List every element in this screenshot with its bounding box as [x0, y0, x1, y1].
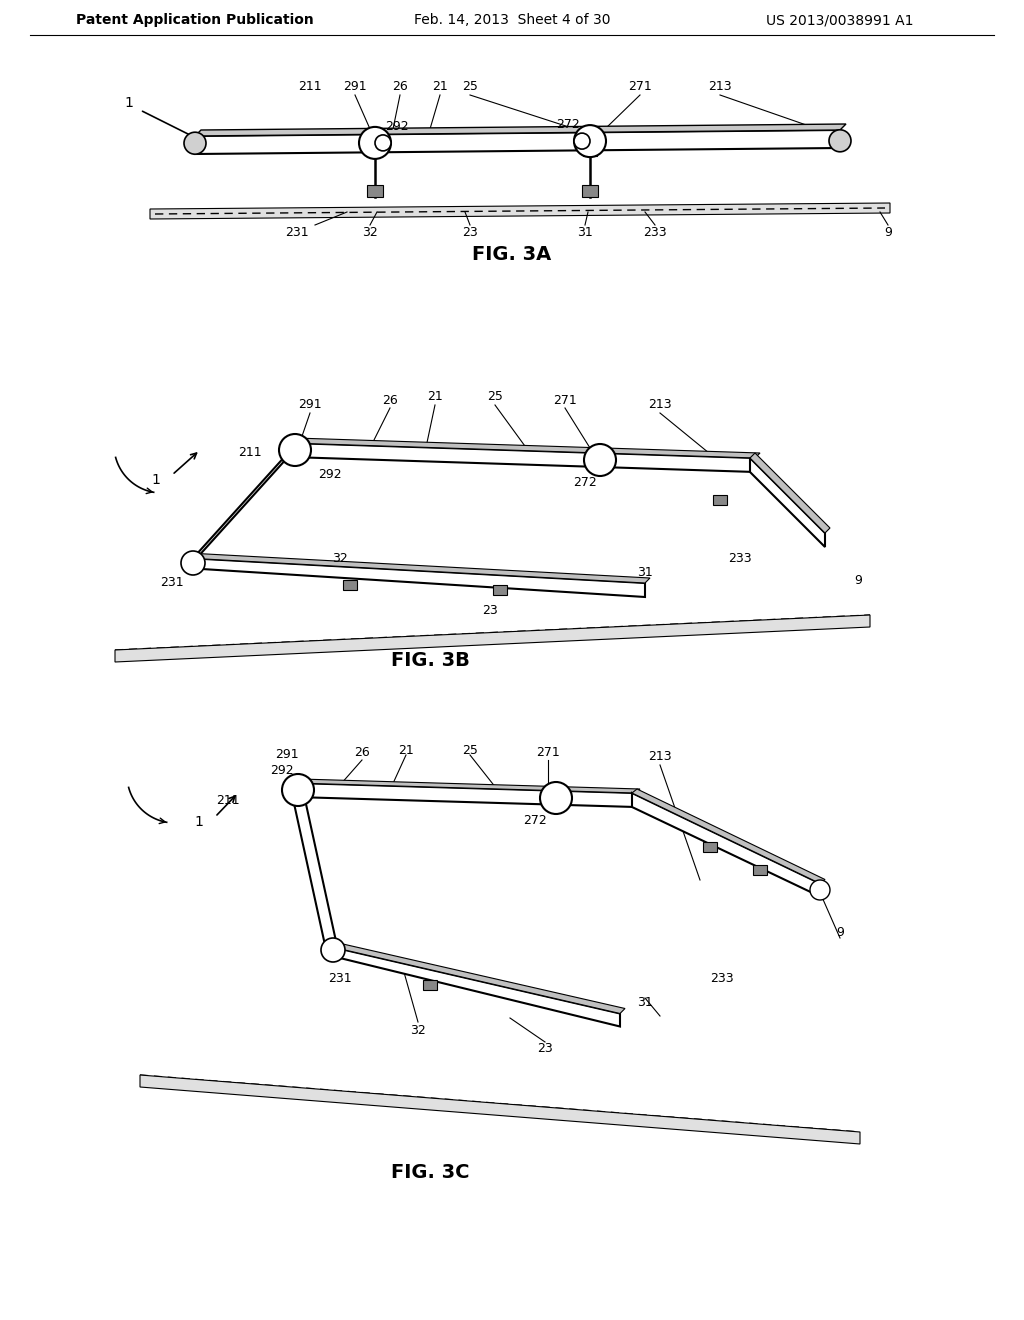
Polygon shape	[326, 941, 625, 1014]
Polygon shape	[713, 495, 727, 506]
Circle shape	[829, 129, 851, 152]
Text: 26: 26	[382, 393, 398, 407]
Text: FIG. 3B: FIG. 3B	[390, 651, 469, 669]
Polygon shape	[632, 789, 825, 883]
Circle shape	[359, 127, 391, 158]
Circle shape	[574, 133, 590, 149]
Text: 23: 23	[538, 1041, 553, 1055]
Text: 231: 231	[160, 576, 184, 589]
Polygon shape	[583, 147, 597, 156]
Text: 23: 23	[462, 227, 478, 239]
Polygon shape	[140, 1074, 860, 1144]
Circle shape	[321, 939, 345, 962]
Text: 1: 1	[152, 473, 160, 487]
Text: 32: 32	[362, 227, 378, 239]
Text: 291: 291	[343, 81, 367, 94]
Text: 32: 32	[411, 1023, 426, 1036]
Text: 272: 272	[573, 475, 597, 488]
Circle shape	[810, 880, 830, 900]
Circle shape	[584, 444, 616, 477]
Text: 9: 9	[884, 227, 892, 239]
Text: 21: 21	[432, 81, 447, 94]
Text: Patent Application Publication: Patent Application Publication	[76, 13, 314, 26]
Circle shape	[181, 550, 205, 576]
Polygon shape	[367, 185, 383, 197]
Polygon shape	[150, 203, 890, 219]
Text: 231: 231	[328, 972, 352, 985]
Circle shape	[540, 781, 572, 814]
Polygon shape	[703, 842, 717, 851]
Text: 292: 292	[318, 467, 342, 480]
Text: 25: 25	[462, 743, 478, 756]
Text: 271: 271	[628, 81, 652, 94]
Text: 211: 211	[298, 81, 322, 94]
Polygon shape	[290, 438, 760, 458]
Text: 26: 26	[354, 747, 370, 759]
Text: 1: 1	[195, 814, 203, 829]
Polygon shape	[582, 185, 598, 197]
Text: 25: 25	[487, 391, 503, 404]
Text: 1: 1	[124, 96, 133, 110]
Text: 233: 233	[711, 972, 734, 985]
Text: Feb. 14, 2013  Sheet 4 of 30: Feb. 14, 2013 Sheet 4 of 30	[414, 13, 610, 26]
Polygon shape	[186, 553, 650, 583]
Text: 9: 9	[836, 925, 844, 939]
Text: 233: 233	[643, 227, 667, 239]
Text: 211: 211	[239, 446, 262, 459]
Polygon shape	[326, 945, 620, 1027]
Polygon shape	[493, 585, 507, 595]
Polygon shape	[290, 444, 755, 473]
Polygon shape	[753, 865, 767, 875]
Polygon shape	[295, 779, 640, 793]
Text: 21: 21	[427, 391, 442, 404]
Text: 26: 26	[392, 81, 408, 94]
Polygon shape	[368, 147, 382, 156]
Polygon shape	[186, 444, 297, 570]
Text: 32: 32	[332, 552, 348, 565]
Text: 291: 291	[298, 399, 322, 412]
Text: 233: 233	[728, 552, 752, 565]
Polygon shape	[115, 615, 870, 663]
Text: 292: 292	[385, 120, 409, 133]
Text: 21: 21	[398, 743, 414, 756]
Polygon shape	[293, 784, 337, 957]
Polygon shape	[195, 124, 846, 136]
Text: 31: 31	[637, 995, 653, 1008]
Text: 292: 292	[270, 763, 294, 776]
Text: 25: 25	[462, 81, 478, 94]
Text: 231: 231	[286, 227, 309, 239]
Text: US 2013/0038991 A1: US 2013/0038991 A1	[766, 13, 913, 26]
Text: 272: 272	[523, 814, 547, 828]
Text: 211: 211	[216, 793, 240, 807]
Polygon shape	[186, 558, 645, 597]
Text: 31: 31	[578, 227, 593, 239]
Circle shape	[184, 132, 206, 154]
Polygon shape	[750, 453, 830, 533]
Text: 291: 291	[275, 748, 299, 762]
Text: FIG. 3A: FIG. 3A	[472, 246, 552, 264]
Polygon shape	[195, 129, 840, 154]
Text: 9: 9	[854, 573, 862, 586]
Text: 213: 213	[709, 81, 732, 94]
Text: 31: 31	[637, 565, 653, 578]
Polygon shape	[632, 793, 820, 896]
Text: FIG. 3C: FIG. 3C	[391, 1163, 469, 1181]
Polygon shape	[423, 979, 437, 990]
Polygon shape	[343, 579, 357, 590]
Text: 213: 213	[648, 399, 672, 412]
Polygon shape	[295, 783, 635, 807]
Circle shape	[282, 774, 314, 807]
Text: 271: 271	[553, 393, 577, 407]
Polygon shape	[750, 458, 825, 546]
Circle shape	[279, 434, 311, 466]
Text: 271: 271	[537, 747, 560, 759]
Circle shape	[574, 125, 606, 157]
Text: 23: 23	[482, 603, 498, 616]
Circle shape	[375, 135, 391, 150]
Text: 272: 272	[556, 119, 580, 132]
Text: 213: 213	[648, 751, 672, 763]
